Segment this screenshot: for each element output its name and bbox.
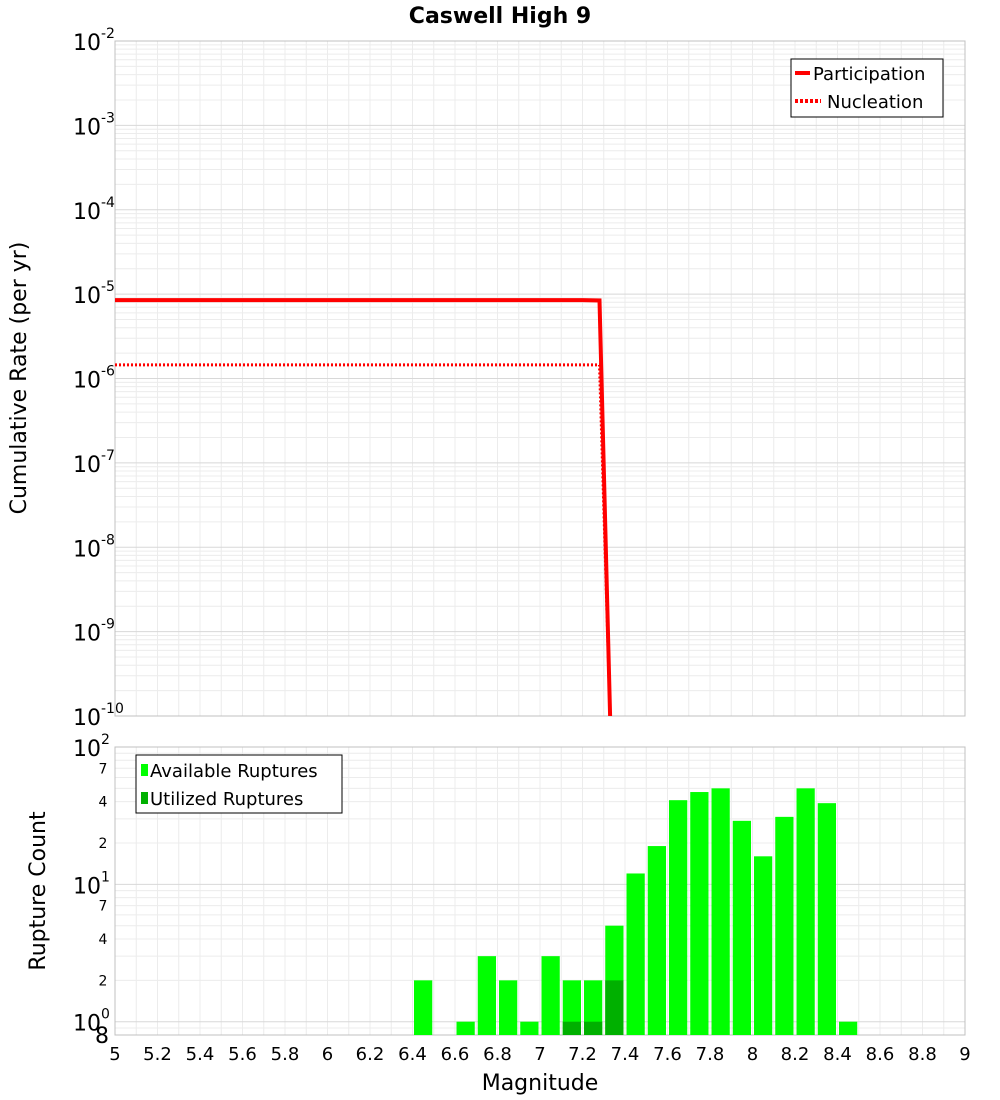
bar-available [562,980,581,1035]
x-ticks: 5 5.2 5.4 5.6 5.8 6 6.2 6.4 6.6 6.8 7 7.2 7.4 7.6 7.8 8… [109,1044,970,1065]
bottom-plot-frame [114,746,966,1036]
x-tick-label: 6.6 [441,1044,470,1065]
legend-label-participation: Participation [813,64,925,85]
bottom-legend: Available Ruptures Utilized Ruptures [135,754,343,814]
top-legend: Participation Nucleation [790,58,944,118]
y-tick-label: 102 [73,732,110,762]
x-tick-label: 7.2 [568,1044,597,1065]
x-tick-label: 8.2 [781,1044,810,1065]
y-tick-label: 10-8 [73,532,115,562]
x-tick-label: 8.8 [908,1044,937,1065]
x-tick-label: 7 [534,1044,545,1065]
y-minor-tick-label: 7 [99,899,108,915]
x-axis-label: Magnitude [482,1071,599,1096]
bar-utilized [584,1021,603,1035]
y-tick-label: 10-7 [73,448,115,478]
bar-available [796,788,815,1035]
y-tick-label: 10-2 [73,26,115,56]
top-plot-grid [114,40,966,717]
x-tick-label: 9 [959,1044,970,1065]
x-tick-label: 6.8 [483,1044,512,1065]
y-bottom-tick-label: 8 [95,1024,109,1049]
legend-swatch-available [141,764,148,776]
series-line-nucleation [115,363,612,717]
top-plot-lines [115,298,613,717]
y-tick-label: 10-9 [73,617,115,647]
bar-available [477,956,496,1035]
bottom-y-ticks: 100 101 102 2 4 7 2 4 7 8 [73,732,110,1049]
bar-available [584,980,603,1035]
x-tick-label: 5.2 [143,1044,172,1065]
y-minor-tick-label: 2 [99,836,108,852]
bar-available [456,1021,475,1035]
y-tick-label: 10-6 [73,364,115,394]
bar-available [520,1021,539,1035]
x-tick-label: 5.6 [228,1044,257,1065]
bar-utilized [562,1021,581,1035]
x-tick-label: 7.4 [611,1044,640,1065]
bar-available [669,800,688,1035]
x-tick-label: 5.8 [271,1044,300,1065]
top-y-ticks: 10-2 10-3 10-4 10-5 10-6 10-7 10-8 10-9 10-10 [73,26,124,731]
legend-box [135,754,343,814]
legend-label-nucleation: Nucleation [827,92,923,113]
x-tick-label: 5 [109,1044,120,1065]
y-tick-label: 10-3 [73,110,115,140]
legend-swatch-utilized [141,792,148,804]
x-tick-label: 8.4 [823,1044,852,1065]
bar-available [499,980,518,1035]
y-tick-label: 10-5 [73,279,115,309]
x-tick-label: 8.6 [866,1044,895,1065]
y-minor-tick-label: 2 [99,973,108,989]
bottom-plot-bars [414,788,858,1035]
bar-available [711,788,730,1035]
bar-available [754,856,773,1035]
y-minor-tick-label: 4 [99,795,108,811]
y-tick-label: 100 [73,1007,110,1037]
bar-available [732,820,751,1035]
bar-available [839,1021,858,1035]
top-y-axis-label: Cumulative Rate (per yr) [7,242,32,515]
x-tick-label: 5.4 [186,1044,215,1065]
top-plot-frame [114,40,966,717]
y-tick-label: 101 [73,869,110,899]
series-line-participation [115,298,613,717]
x-tick-label: 6 [322,1044,333,1065]
bar-available [626,873,645,1035]
x-tick-label: 7.6 [653,1044,682,1065]
y-minor-tick-label: 7 [99,761,108,777]
chart-title: Caswell High 9 [409,4,591,29]
bar-utilized [605,980,624,1035]
bottom-y-axis-label: Rupture Count [26,811,51,971]
y-tick-label: 10-10 [73,701,124,731]
legend-label-available: Available Ruptures [150,761,318,782]
y-minor-tick-label: 4 [99,932,108,948]
x-tick-label: 7.8 [696,1044,725,1065]
x-tick-label: 8 [747,1044,758,1065]
legend-box [790,58,944,118]
bar-available [541,956,560,1035]
bar-available [817,803,836,1035]
bar-available [690,792,709,1035]
x-tick-label: 6.2 [356,1044,385,1065]
x-tick-label: 6.4 [398,1044,427,1065]
bar-available [414,980,433,1035]
legend-label-utilized: Utilized Ruptures [150,789,303,810]
bar-available [775,816,794,1035]
bar-available [647,846,666,1035]
y-tick-label: 10-4 [73,195,115,225]
